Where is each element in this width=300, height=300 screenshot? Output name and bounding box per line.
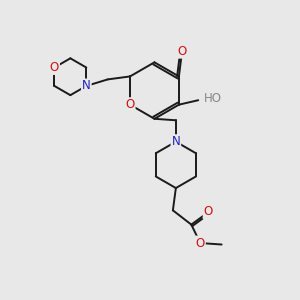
Text: O: O [125,98,135,111]
Text: N: N [82,80,91,92]
Text: N: N [172,135,180,148]
Text: O: O [50,61,59,74]
Text: HO: HO [204,92,222,105]
Text: O: O [204,205,213,218]
Text: O: O [177,45,187,58]
Text: O: O [196,236,205,250]
